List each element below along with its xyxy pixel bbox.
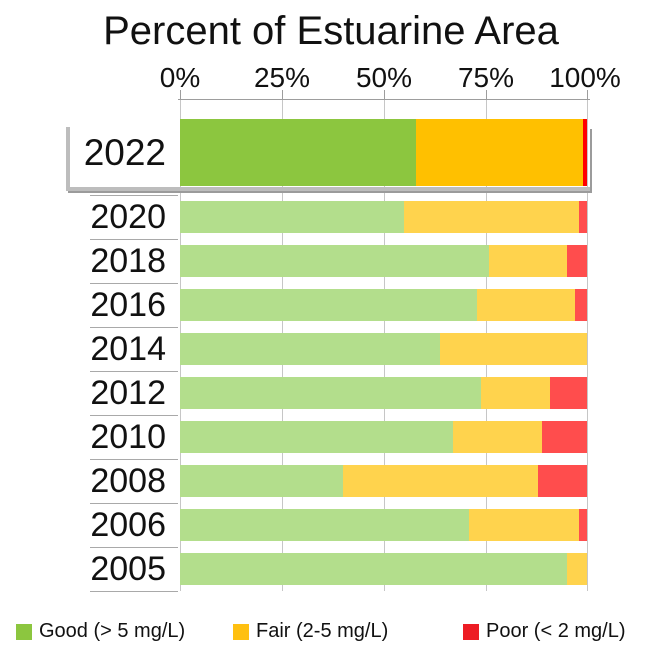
legend-label-poor: Poor (< 2 mg/L) [486, 620, 626, 642]
row-separator [90, 283, 178, 284]
row-separator [90, 503, 178, 504]
bar-row-2016 [180, 289, 587, 321]
bar-row-2018 [180, 245, 587, 277]
legend-swatch-good [16, 623, 32, 640]
bar-segment-poor-2006 [578, 509, 587, 541]
bar-segment-fair-2012 [481, 377, 551, 409]
year-label-2005: 2005 [90, 549, 166, 588]
bar-segment-fair-2018 [489, 245, 567, 277]
x-axis-tick-label: 0% [159, 62, 201, 93]
bar-row-2020 [180, 201, 587, 233]
year-label-2008: 2008 [90, 461, 166, 500]
legend-swatch-fair [233, 623, 249, 640]
x-axis-tick [587, 90, 588, 100]
row-separator [90, 459, 178, 460]
chart-title: Percent of Estuarine Area [103, 9, 559, 53]
row-separator [90, 547, 178, 548]
year-label-2014: 2014 [90, 329, 166, 368]
bar-segment-poor-2016 [574, 289, 587, 321]
bar-segment-fair-2014 [440, 333, 587, 365]
bar-segment-fair-2022 [416, 119, 583, 186]
bar-segment-poor-2010 [542, 421, 587, 453]
year-label-2020: 2020 [90, 197, 166, 236]
legend: Good (> 5 mg/L) Fair (2-5 mg/L) Poor (< … [0, 620, 650, 644]
bar-segment-fair-2008 [342, 465, 539, 497]
legend-item-fair: Fair (2-5 mg/L) [233, 620, 388, 643]
bar-segment-good-2014 [180, 333, 441, 365]
bar-row-2012 [180, 377, 587, 409]
x-axis-tick-label: 25% [253, 62, 311, 93]
x-axis-tick-label: 100% [549, 62, 621, 93]
row-separator [90, 239, 178, 240]
bar-segment-good-2008 [180, 465, 343, 497]
bar-segment-poor-2022 [582, 119, 587, 186]
bar-segment-poor-2020 [578, 201, 587, 233]
bar-segment-poor-2012 [550, 377, 587, 409]
bar-segment-fair-2010 [452, 421, 543, 453]
legend-swatch-poor [463, 623, 479, 640]
bar-row-2010 [180, 421, 587, 453]
row-separator [90, 371, 178, 372]
bar-segment-good-2020 [180, 201, 404, 233]
bar-segment-poor-2008 [538, 465, 587, 497]
year-label-2018: 2018 [90, 241, 166, 280]
bar-segment-good-2010 [180, 421, 453, 453]
bar-row-2008 [180, 465, 587, 497]
bar-segment-good-2022 [180, 119, 417, 186]
row-separator [90, 591, 178, 592]
legend-label-good: Good (> 5 mg/L) [39, 620, 186, 642]
year-label-2006: 2006 [90, 505, 166, 544]
legend-label-fair: Fair (2-5 mg/L) [256, 620, 389, 642]
row-separator [90, 327, 178, 328]
row-separator [90, 415, 178, 416]
x-axis-tick [180, 90, 181, 100]
year-label-2012: 2012 [90, 373, 166, 412]
x-axis-tick-label: 75% [457, 62, 515, 93]
bar-row-2022 [180, 119, 587, 186]
legend-item-poor: Poor (< 2 mg/L) [463, 620, 626, 643]
bar-row-2006 [180, 509, 587, 541]
bar-segment-good-2005 [180, 553, 567, 585]
gridline [587, 100, 588, 591]
bar-segment-good-2012 [180, 377, 482, 409]
bar-row-2005 [180, 553, 587, 585]
bar-row-2014 [180, 333, 587, 365]
highlight-frame-2022 [66, 127, 590, 191]
year-label-2022: 2022 [83, 131, 166, 173]
bar-segment-poor-2018 [566, 245, 587, 277]
year-label-2016: 2016 [90, 285, 166, 324]
bar-segment-fair-2005 [566, 553, 587, 585]
x-axis-tick [384, 90, 385, 100]
bar-segment-fair-2006 [468, 509, 579, 541]
bar-segment-good-2018 [180, 245, 490, 277]
x-axis-tick-label: 50% [355, 62, 413, 93]
legend-item-good: Good (> 5 mg/L) [16, 620, 185, 643]
bar-segment-good-2006 [180, 509, 469, 541]
bar-segment-fair-2016 [477, 289, 575, 321]
bar-segment-good-2016 [180, 289, 478, 321]
row-separator [90, 195, 178, 196]
bar-segment-fair-2020 [403, 201, 579, 233]
year-label-2010: 2010 [90, 417, 166, 456]
x-axis-tick [486, 90, 487, 100]
x-axis-tick [282, 90, 283, 100]
